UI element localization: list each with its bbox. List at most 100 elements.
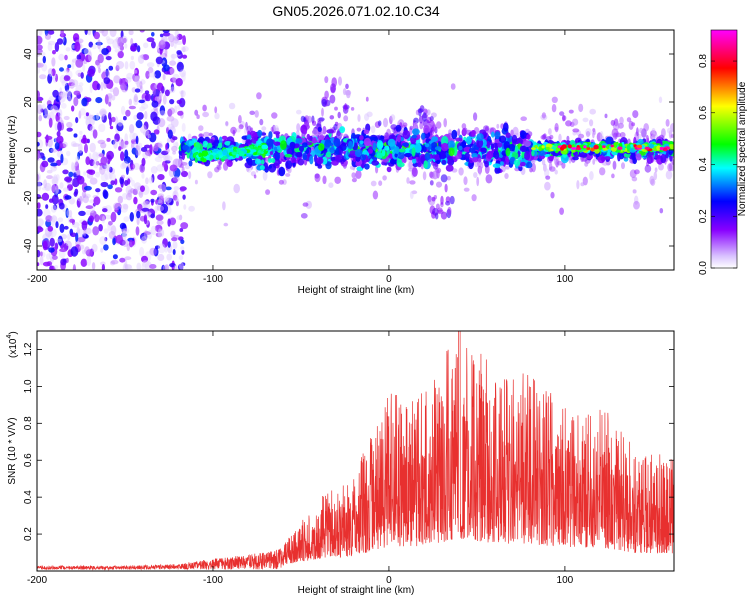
heatmap-cell <box>98 67 101 74</box>
heatmap-cell <box>343 115 349 122</box>
heatmap-cell <box>584 161 589 167</box>
heatmap-cell <box>412 158 417 164</box>
heatmap-cell <box>364 163 370 170</box>
heatmap-cell <box>394 152 398 158</box>
heatmap-cell <box>136 210 141 219</box>
heatmap-cell <box>140 79 146 85</box>
heatmap-cell <box>368 148 373 154</box>
heatmap-cell <box>81 97 88 107</box>
heatmap-cell <box>127 190 132 198</box>
heatmap-cell <box>71 82 77 88</box>
heatmap-cell <box>124 264 132 270</box>
heatmap-cell <box>94 214 100 223</box>
heatmap-cell <box>302 152 307 161</box>
heatmap-cell <box>611 128 619 138</box>
heatmap-cell <box>483 125 490 132</box>
heatmap-cell <box>99 110 107 115</box>
heatmap-cell <box>71 161 75 171</box>
heatmap-cell <box>158 141 163 149</box>
heatmap-cell <box>610 144 614 148</box>
heatmap-cell <box>424 152 431 161</box>
heatmap-cell <box>105 56 112 61</box>
heatmap-cell <box>169 60 177 66</box>
heatmap-cell <box>667 163 673 172</box>
heatmap-cell <box>411 147 416 157</box>
heatmap-cell <box>76 229 85 238</box>
colorbar-tick-label: 0.2 <box>698 209 709 223</box>
heatmap-cell <box>209 154 214 161</box>
heatmap-cell <box>441 142 449 152</box>
heatmap-cell <box>370 180 377 187</box>
heatmap-cell <box>446 175 452 181</box>
heatmap-cell <box>47 73 53 84</box>
heatmap-cell <box>82 234 89 239</box>
heatmap-cell <box>231 151 238 156</box>
heatmap-cell <box>559 111 565 116</box>
heatmap-cell <box>262 152 266 158</box>
heatmap-cell <box>81 220 88 231</box>
heatmap-cell <box>165 195 172 203</box>
heatmap-cell <box>541 112 547 119</box>
heatmap-cell <box>461 123 467 130</box>
heatmap-cell <box>370 125 376 134</box>
heatmap-cell <box>154 224 163 233</box>
x-tick-label: 0 <box>386 575 392 586</box>
heatmap-cell <box>485 174 493 184</box>
heatmap-cell <box>136 112 144 120</box>
heatmap-cell <box>45 204 49 210</box>
heatmap-cell <box>172 241 178 250</box>
heatmap-cell <box>58 143 67 149</box>
heatmap-cell <box>223 222 229 227</box>
heatmap-cell <box>334 176 342 184</box>
heatmap-cell <box>156 214 162 220</box>
heatmap-cell <box>60 153 64 164</box>
heatmap-cell <box>180 45 189 52</box>
heatmap-cell <box>276 145 281 150</box>
heatmap-cell <box>145 199 150 205</box>
spectrogram-x-label: Height of straight line (km) <box>298 285 415 296</box>
heatmap-cell <box>188 205 195 212</box>
heatmap-cell <box>262 171 268 181</box>
heatmap-cell <box>429 116 434 122</box>
heatmap-cell <box>286 148 293 155</box>
chart-title: GN05.2026.071.02.10.C34 <box>272 3 440 19</box>
heatmap-cell <box>155 56 163 65</box>
heatmap-cell <box>621 162 625 170</box>
heatmap-cell <box>151 41 156 49</box>
heatmap-cell <box>175 197 179 202</box>
heatmap-cell <box>300 213 308 219</box>
heatmap-cell <box>64 54 68 61</box>
heatmap-cell <box>188 171 192 180</box>
heatmap-cell <box>246 134 252 141</box>
heatmap-cell <box>41 192 50 201</box>
heatmap-cell <box>166 137 171 143</box>
heatmap-cell <box>57 235 63 246</box>
heatmap-cell <box>265 189 271 195</box>
heatmap-cell <box>465 136 472 145</box>
heatmap-cell <box>626 144 631 150</box>
heatmap-cell <box>112 87 120 97</box>
heatmap-cell <box>605 136 612 146</box>
heatmap-cell <box>37 249 41 258</box>
heatmap-cell <box>278 179 284 185</box>
heatmap-cell <box>157 118 166 128</box>
heatmap-cell <box>300 115 306 123</box>
heatmap-cell <box>305 200 312 209</box>
heatmap-cell <box>129 131 136 141</box>
heatmap-cell <box>117 39 123 49</box>
heatmap-cell <box>463 176 468 186</box>
heatmap-cell <box>576 180 580 190</box>
heatmap-cell <box>157 199 163 204</box>
heatmap-cell <box>115 234 124 244</box>
heatmap-cell <box>143 42 149 49</box>
heatmap-cell <box>602 145 606 149</box>
heatmap-cell <box>85 210 92 216</box>
heatmap-cell <box>51 176 59 187</box>
heatmap-cell <box>176 99 182 105</box>
heatmap-cell <box>303 129 307 135</box>
heatmap-cell <box>194 109 199 116</box>
heatmap-cell <box>89 118 95 126</box>
heatmap-cell <box>48 247 55 253</box>
heatmap-cell <box>513 159 521 167</box>
heatmap-cell <box>56 238 63 243</box>
